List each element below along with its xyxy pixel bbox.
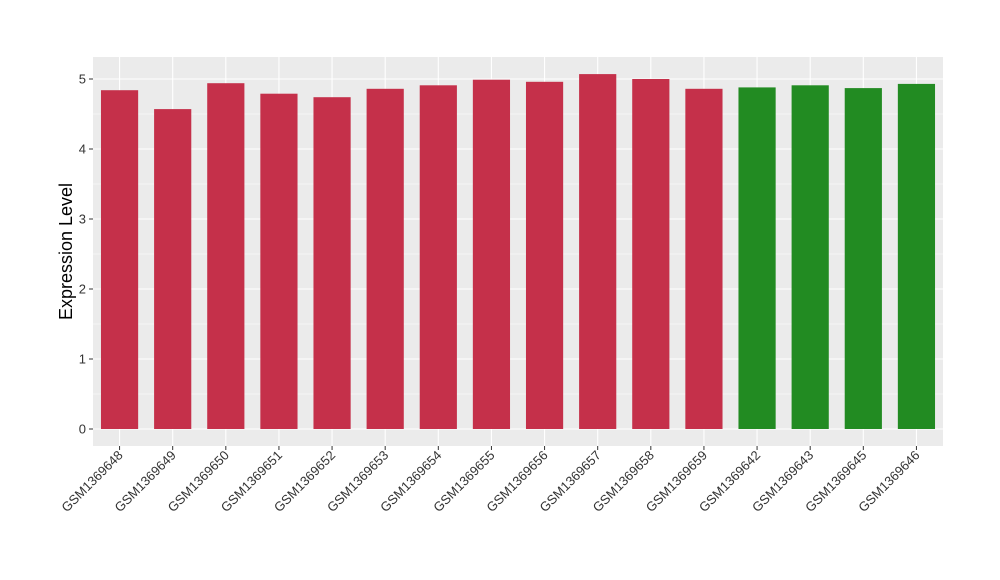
bar-GSM1369652 (313, 97, 351, 429)
y-tick-label: 0 (79, 422, 86, 437)
y-axis: 0 1 2 3 4 5 (79, 72, 93, 437)
bars (100, 74, 936, 430)
bar-GSM1369659 (685, 88, 723, 430)
bar-GSM1369648 (100, 90, 139, 429)
bar-GSM1369654 (419, 85, 457, 430)
bar-GSM1369655 (472, 79, 511, 429)
y-axis-title: Expression Level (56, 183, 76, 320)
bar-GSM1369658 (632, 79, 670, 429)
bar-GSM1369653 (366, 88, 404, 430)
y-tick-label: 1 (79, 352, 86, 367)
bar-GSM1369643 (791, 85, 829, 430)
bar-GSM1369642 (738, 87, 776, 430)
bar-GSM1369656 (525, 81, 564, 430)
bar-GSM1369650 (207, 83, 245, 429)
bar-GSM1369646 (897, 83, 936, 430)
y-tick-label: 2 (79, 282, 86, 297)
y-tick-label: 5 (79, 72, 86, 87)
y-tick-label: 4 (79, 142, 86, 157)
x-axis: GSM1369648GSM1369649GSM1369650GSM1369651… (58, 446, 923, 515)
bar-GSM1369645 (844, 88, 882, 429)
y-tick-label: 3 (79, 212, 86, 227)
bar-GSM1369657 (579, 74, 617, 429)
bar-GSM1369651 (260, 93, 298, 429)
bar-GSM1369649 (154, 109, 192, 429)
